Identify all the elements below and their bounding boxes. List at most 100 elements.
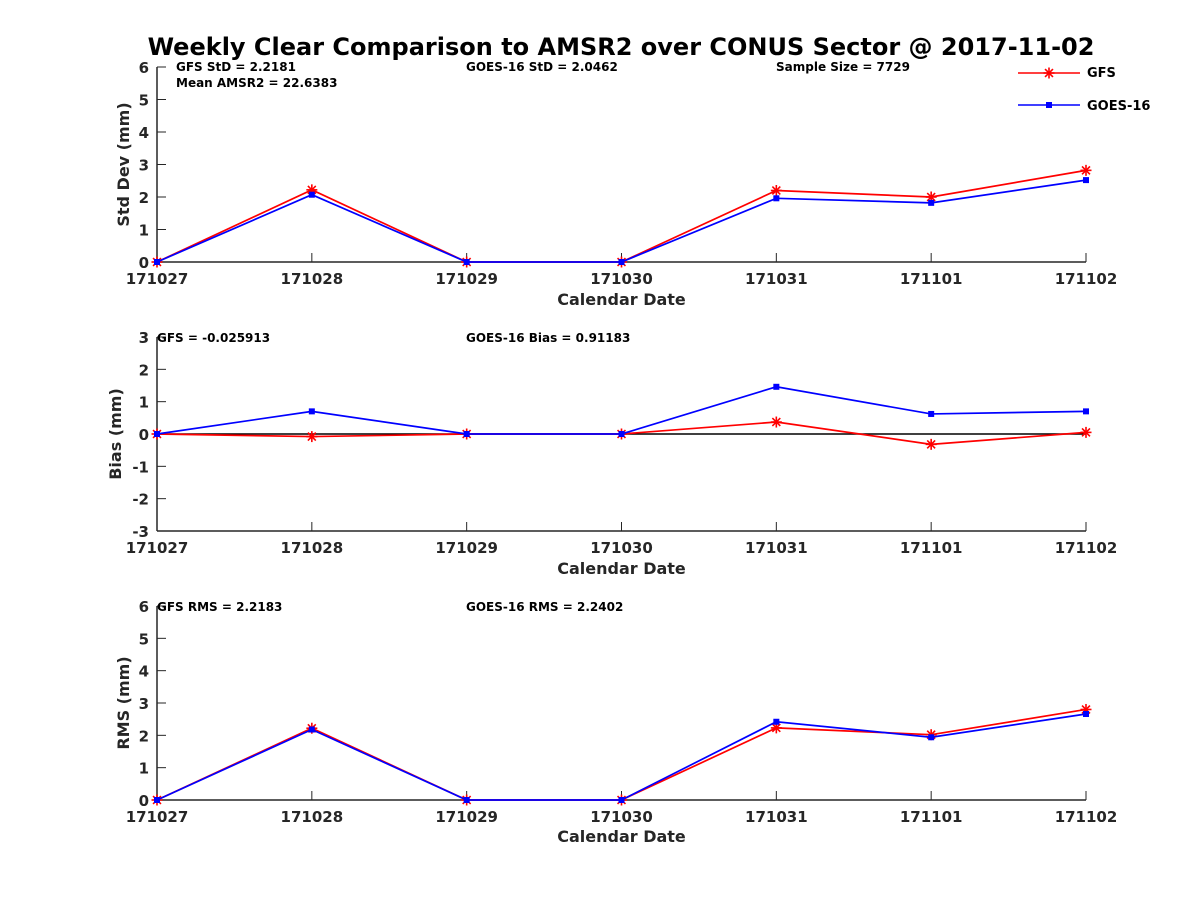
series-goes16 xyxy=(154,710,1089,803)
data-point-goes16 xyxy=(618,797,625,803)
y-tick-label: 4 xyxy=(139,124,149,142)
data-point-goes16 xyxy=(463,431,470,437)
panel-rms: 171027 171028 171029 171030 171031 171101 1711… xyxy=(114,598,1117,846)
stat-annotation: GFS StD = 2.2181 xyxy=(176,60,296,74)
x-tick-label: 171029 xyxy=(435,808,498,826)
y-tick-label: 5 xyxy=(139,92,149,110)
data-point-gfs xyxy=(925,438,937,450)
data-point-goes16 xyxy=(154,259,160,265)
y-tick-label: 2 xyxy=(139,189,149,207)
y-tick-label: 2 xyxy=(139,727,149,745)
y-tick-label: 6 xyxy=(139,598,149,616)
x-tick-label: 171030 xyxy=(590,539,653,557)
legend-item-gfs: GFS xyxy=(1018,66,1116,81)
data-point-gfs xyxy=(1080,164,1092,176)
y-axis-label: Std Dev (mm) xyxy=(114,102,133,226)
data-point-goes16 xyxy=(773,718,780,725)
x-tick-label: 171028 xyxy=(281,808,344,826)
x-axis-label: Calendar Date xyxy=(557,559,686,578)
x-tick-label: 171027 xyxy=(126,808,189,826)
x-axis-label: Calendar Date xyxy=(557,827,686,846)
x-tick-label: 171101 xyxy=(900,539,963,557)
y-tick-label: 1 xyxy=(139,760,149,778)
y-tick-label: 3 xyxy=(139,329,149,347)
panel-std: 171027 171028 171029 171030 171031 171101 1711… xyxy=(114,59,1117,309)
data-point-goes16 xyxy=(773,195,780,202)
legend-item-goes16: GOES-16 xyxy=(1018,99,1150,114)
x-tick-label: 171031 xyxy=(745,539,808,557)
data-point-goes16 xyxy=(308,726,315,733)
data-point-goes16 xyxy=(308,408,315,415)
stat-annotation: GOES-16 RMS = 2.2402 xyxy=(466,600,623,614)
x-tick-label: 171102 xyxy=(1055,270,1118,288)
x-tick-label: 171027 xyxy=(126,270,189,288)
y-tick-label: 0 xyxy=(139,254,149,272)
data-point-gfs xyxy=(770,185,782,196)
stat-annotation: GOES-16 StD = 2.0462 xyxy=(466,60,618,74)
data-point-goes16 xyxy=(463,259,470,265)
data-point-gfs xyxy=(770,722,782,734)
y-tick-label: -2 xyxy=(132,491,149,509)
y-tick-label: 6 xyxy=(139,59,149,77)
legend-marker-shape xyxy=(1043,67,1055,79)
stat-annotation: GFS RMS = 2.2183 xyxy=(157,600,282,614)
figure-title: Weekly Clear Comparison to AMSR2 over CO… xyxy=(148,33,1095,61)
data-point-goes16 xyxy=(1083,710,1089,717)
legend-goes16-label: GOES-16 xyxy=(1087,99,1150,114)
x-tick-label: 171028 xyxy=(281,270,344,288)
x-tick-label: 171101 xyxy=(900,270,963,288)
legend-gfs-marker xyxy=(1043,67,1055,79)
y-tick-label: 0 xyxy=(139,426,149,444)
y-tick-label: 4 xyxy=(139,663,149,681)
y-tick-label: 3 xyxy=(139,157,149,175)
y-axis-label: RMS (mm) xyxy=(114,656,133,749)
y-tick-label: 0 xyxy=(139,792,149,810)
data-point-gfs xyxy=(770,416,782,428)
data-point-goes16 xyxy=(928,410,935,417)
y-tick-label: -1 xyxy=(132,458,149,476)
data-point-goes16 xyxy=(928,199,935,206)
legend-marker-shape xyxy=(1046,102,1052,108)
x-axis-label: Calendar Date xyxy=(557,290,686,309)
data-point-goes16 xyxy=(618,431,625,437)
stat-annotation: GOES-16 Bias = 0.91183 xyxy=(466,331,630,345)
x-tick-label: 171027 xyxy=(126,539,189,557)
y-tick-label: 3 xyxy=(139,695,149,713)
x-tick-label: 171030 xyxy=(590,270,653,288)
x-tick-label: 171101 xyxy=(900,808,963,826)
x-tick-label: 171029 xyxy=(435,539,498,557)
series-goes16 xyxy=(154,177,1089,265)
y-tick-label: 1 xyxy=(139,394,149,412)
x-tick-label: 171031 xyxy=(745,270,808,288)
data-point-goes16 xyxy=(463,797,470,803)
legend: GFS GOES-16 xyxy=(1018,66,1150,114)
data-point-goes16 xyxy=(928,734,935,741)
stat-annotation: Sample Size = 7729 xyxy=(776,60,910,74)
x-tick-label: 171031 xyxy=(745,808,808,826)
data-point-goes16 xyxy=(154,797,160,803)
panel-bias: 171027 171028 171029 171030 171031 171101 1711… xyxy=(106,329,1117,578)
y-tick-label: -3 xyxy=(132,523,149,541)
legend-gfs-label: GFS xyxy=(1087,66,1116,81)
data-point-goes16 xyxy=(154,431,160,437)
data-point-goes16 xyxy=(773,383,780,390)
series-goes16 xyxy=(154,383,1089,437)
data-point-goes16 xyxy=(1083,408,1089,415)
x-tick-label: 171029 xyxy=(435,270,498,288)
data-point-goes16 xyxy=(618,259,625,265)
y-tick-label: 5 xyxy=(139,630,149,648)
data-point-gfs xyxy=(306,431,318,443)
x-tick-label: 171102 xyxy=(1055,539,1118,557)
stat-annotation: Mean AMSR2 = 22.6383 xyxy=(176,76,337,90)
panels: 171027 171028 171029 171030 171031 171101 1711… xyxy=(106,59,1117,846)
data-point-goes16 xyxy=(1083,177,1089,184)
data-point-goes16 xyxy=(308,191,315,198)
y-axis-label: Bias (mm) xyxy=(106,388,125,480)
x-tick-label: 171030 xyxy=(590,808,653,826)
x-tick-label: 171028 xyxy=(281,539,344,557)
x-tick-label: 171102 xyxy=(1055,808,1118,826)
legend-goes16-marker xyxy=(1046,102,1052,108)
y-tick-label: 2 xyxy=(139,361,149,379)
